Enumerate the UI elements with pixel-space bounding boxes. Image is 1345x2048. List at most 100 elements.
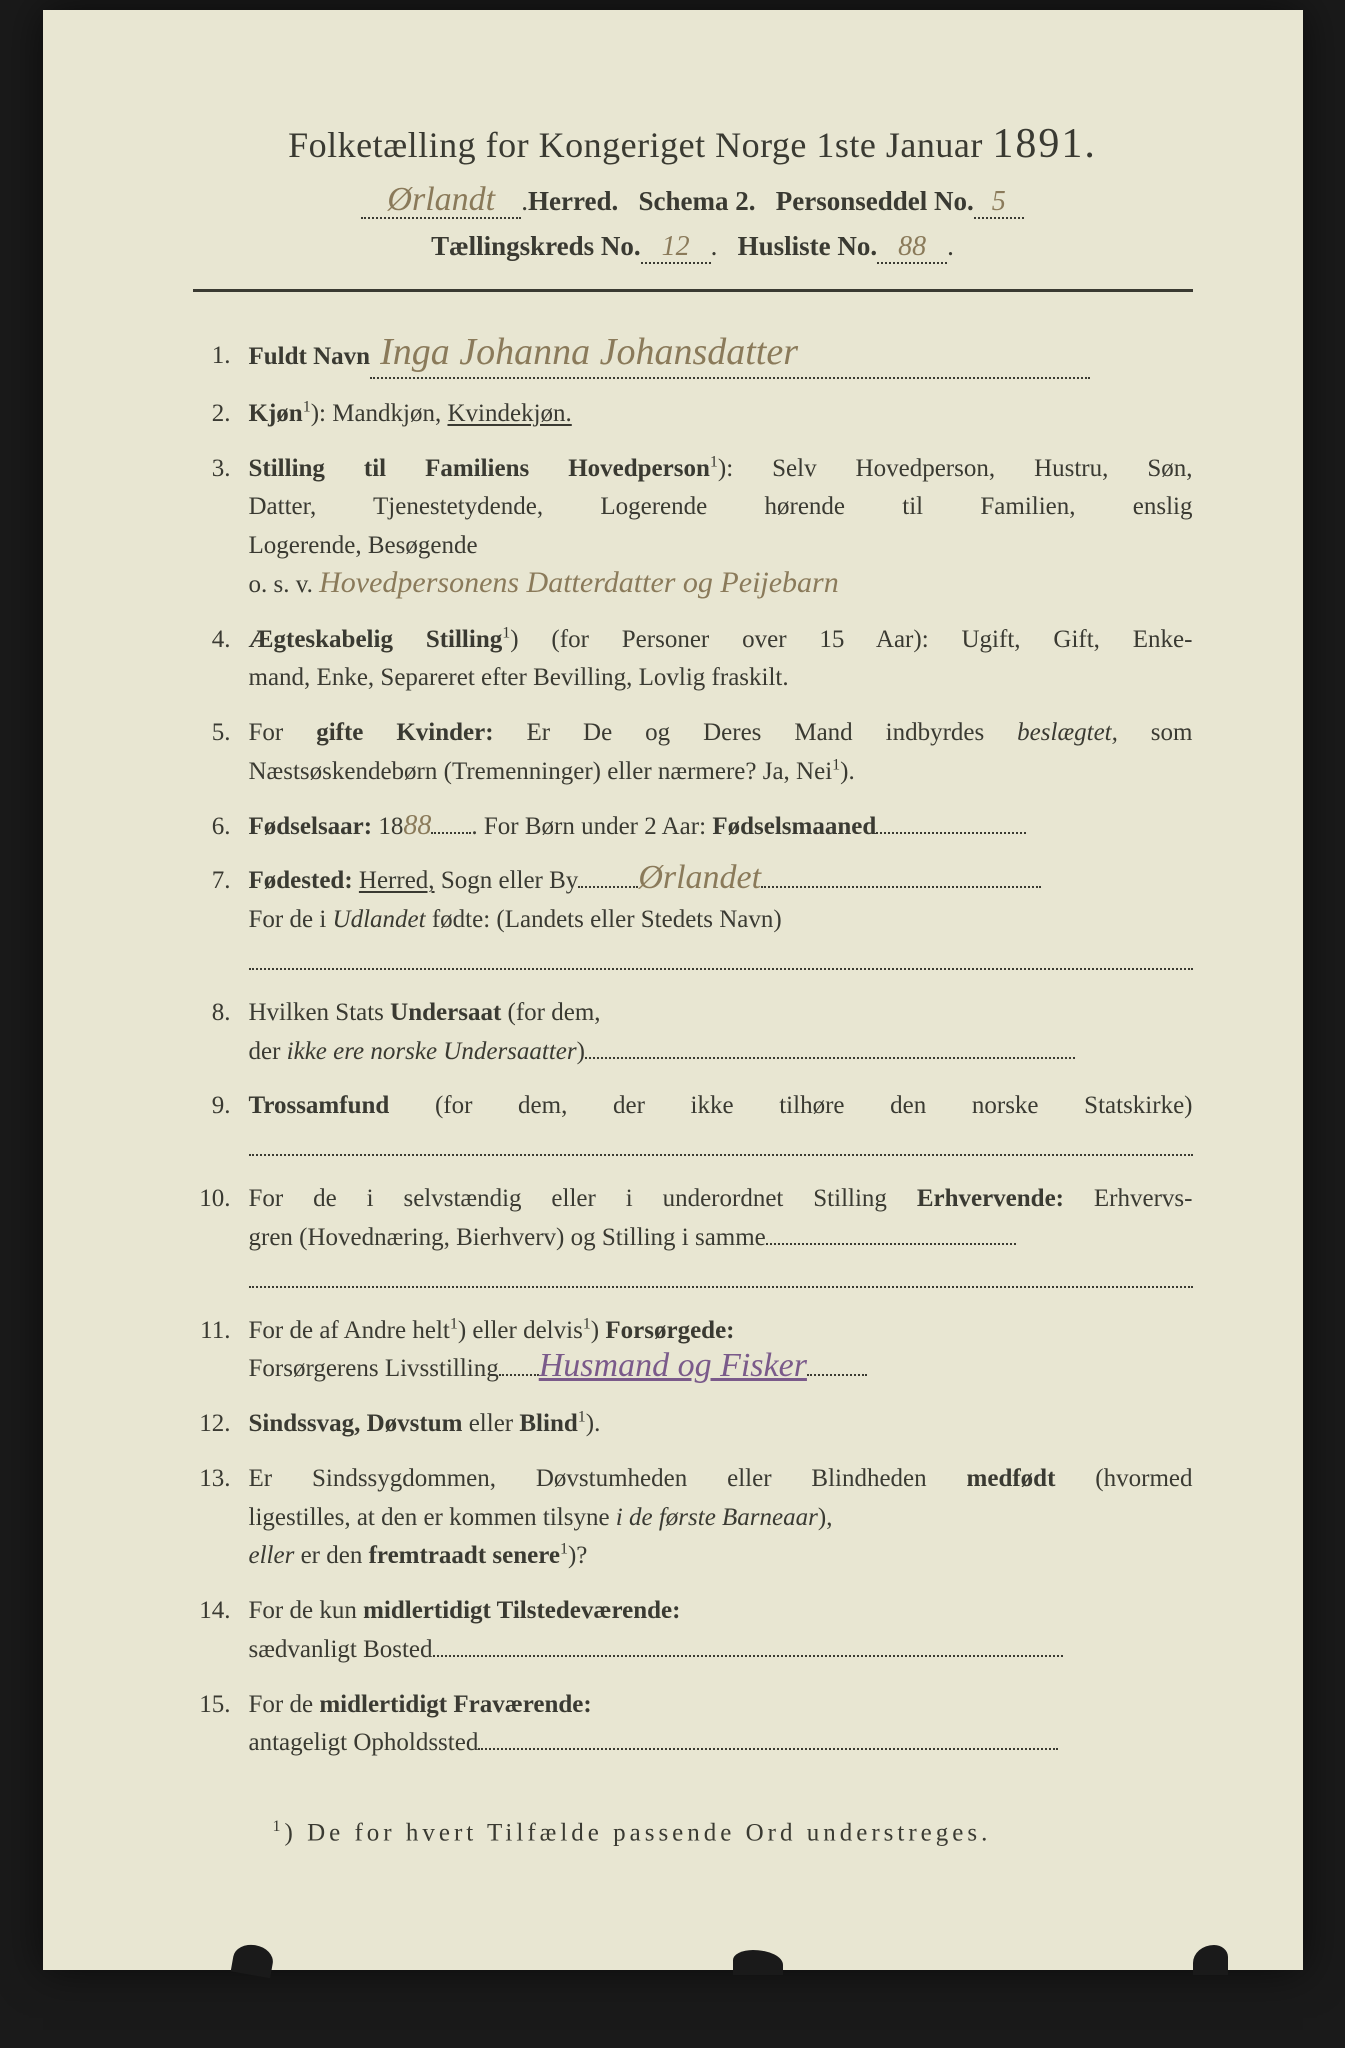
item-2: 2. Kjøn1): Mandkjøn, Kvindekjøn. bbox=[193, 395, 1193, 434]
dots2 bbox=[761, 886, 1041, 888]
rest: ) bbox=[591, 1317, 606, 1344]
line2-wrap: der ikke ere norske Undersaatter) bbox=[249, 1033, 1193, 1072]
blank-line bbox=[249, 948, 1193, 970]
label: Forsørgede: bbox=[605, 1317, 734, 1344]
item-6: 6. Fødselsaar: 1888. For Børn under 2 Aa… bbox=[193, 808, 1193, 847]
label: midlertidigt Tilstedeværende: bbox=[363, 1597, 680, 1624]
item-body: Ægteskabelig Stilling1) (for Personer ov… bbox=[249, 621, 1193, 699]
label2: Fødselsmaaned bbox=[712, 813, 876, 840]
line3-wrap: eller er den fremtraadt senere1)? bbox=[249, 1537, 1193, 1576]
pre: For bbox=[249, 719, 317, 746]
label: Ægteskabelig Stilling bbox=[249, 626, 503, 653]
line2-wrap: For de i Udlandet fødte: (Landets eller … bbox=[249, 901, 1193, 940]
rest: (for dem, der ikke tilhøre den norske St… bbox=[389, 1092, 1192, 1119]
rest: Erhvervs- bbox=[1064, 1185, 1192, 1212]
label: Erhvervende: bbox=[917, 1185, 1064, 1212]
kreds-hw: 12 bbox=[662, 236, 690, 258]
item-num: 3. bbox=[193, 450, 249, 605]
herred-handwriting: Ørlandt bbox=[387, 186, 495, 213]
line2-rest: fødte: (Landets eller Stedets Navn) bbox=[426, 906, 782, 933]
name-field: Inga Johanna Johansdatter bbox=[370, 337, 1090, 379]
item-num: 2. bbox=[193, 395, 249, 434]
item-3: 3. Stilling til Familiens Hovedperson1):… bbox=[193, 450, 1193, 605]
tail2: ). bbox=[840, 758, 855, 785]
husliste-hw: 88 bbox=[898, 236, 926, 258]
sup2: 1 bbox=[832, 756, 840, 773]
pre: Er Sindssygdommen, Døvstumheden eller Bl… bbox=[249, 1465, 967, 1492]
herred-label: .Herred. bbox=[521, 186, 618, 216]
husliste-label: Husliste No. bbox=[738, 231, 878, 261]
herred-field: Ørlandt bbox=[361, 186, 521, 219]
sup2: 1 bbox=[583, 1315, 591, 1332]
item-4: 4. Ægteskabelig Stilling1) (for Personer… bbox=[193, 621, 1193, 699]
footnote-sup: 1 bbox=[273, 1818, 285, 1835]
husliste-field: 88 bbox=[877, 231, 947, 264]
census-form-page: Folketælling for Kongeriget Norge 1ste J… bbox=[43, 10, 1303, 1970]
year-dots bbox=[431, 832, 471, 834]
label: Fødselsaar: bbox=[249, 813, 373, 840]
line2-italic: Udlandet bbox=[333, 906, 426, 933]
line2-pre: der bbox=[249, 1038, 287, 1065]
year-prefix: 18 bbox=[372, 813, 403, 840]
item-7: 7. Fødested: Herred, Sogn eller ByØrland… bbox=[193, 862, 1193, 978]
birthplace-hw: Ørlandet bbox=[638, 864, 761, 891]
item-num: 15. bbox=[193, 1686, 249, 1764]
line2-wrap: gren (Hovednæring, Bierhverv) og Stillin… bbox=[249, 1219, 1193, 1258]
mid: . For Børn under 2 Aar: bbox=[471, 813, 712, 840]
personseddel-field: 5 bbox=[974, 186, 1024, 219]
line2-wrap: ligestilles, at den er kommen tilsyne i … bbox=[249, 1499, 1193, 1538]
item-num: 8. bbox=[193, 994, 249, 1072]
line2-pre: ligestilles, at den er kommen tilsyne bbox=[249, 1504, 616, 1531]
label: Trossamfund bbox=[249, 1092, 390, 1119]
dots bbox=[766, 1243, 1016, 1245]
line2-wrap: sædvanligt Bosted bbox=[249, 1631, 1193, 1670]
label: Fuldt Navn bbox=[249, 343, 371, 370]
line2-rest: ), bbox=[818, 1504, 833, 1531]
footnote-text: ) De for hvert Tilfælde passende Ord und… bbox=[285, 1819, 992, 1846]
footnote: 1) De for hvert Tilfælde passende Ord un… bbox=[193, 1818, 1193, 1847]
line2-wrap: antageligt Opholdssted bbox=[249, 1724, 1193, 1763]
line2-pre: For de i bbox=[249, 906, 333, 933]
title-year: 1891. bbox=[992, 121, 1097, 167]
item-body: Fødselsaar: 1888. For Børn under 2 Aar: … bbox=[249, 808, 1193, 847]
item-5: 5. For gifte Kvinder: Er De og Deres Man… bbox=[193, 714, 1193, 792]
line2: mand, Enke, Separeret efter Bevilling, L… bbox=[249, 659, 1193, 698]
label: gifte Kvinder: bbox=[316, 719, 493, 746]
line2: sædvanligt Bosted bbox=[249, 1636, 433, 1663]
tail: ). bbox=[586, 1410, 601, 1437]
page-tear bbox=[230, 1942, 275, 1978]
line2-italic: i de første Barneaar bbox=[616, 1504, 818, 1531]
item-num: 9. bbox=[193, 1087, 249, 1164]
blank-line bbox=[249, 1134, 1193, 1156]
item-num: 11. bbox=[193, 1312, 249, 1390]
item-1: 1. Fuldt Navn Inga Johanna Johansdatter bbox=[193, 337, 1193, 379]
rest: Sogn eller By bbox=[435, 867, 579, 894]
item-body: Er Sindssygdommen, Døvstumheden eller Bl… bbox=[249, 1460, 1193, 1576]
name-hw: Inga Johanna Johansdatter bbox=[380, 337, 798, 367]
line2-wrap: Næstsøskendebørn (Tremenninger) eller næ… bbox=[249, 753, 1193, 792]
item-num: 12. bbox=[193, 1405, 249, 1444]
item-body: Trossamfund (for dem, der ikke tilhøre d… bbox=[249, 1087, 1193, 1164]
item-body: For de midlertidigt Fraværende: antageli… bbox=[249, 1686, 1193, 1764]
line2-wrap: Forsørgerens LivsstillingHusmand og Fisk… bbox=[249, 1350, 1193, 1389]
line2: gren (Hovednæring, Bierhverv) og Stillin… bbox=[249, 1224, 766, 1251]
item-num: 1. bbox=[193, 337, 249, 379]
dots1 bbox=[499, 1374, 539, 1376]
line3-tail: )? bbox=[568, 1542, 587, 1569]
dots bbox=[585, 1057, 1075, 1059]
form-header: Folketælling for Kongeriget Norge 1ste J… bbox=[193, 120, 1193, 264]
relation-hw: Hovedpersonens Datterdatter og Peijebarn bbox=[319, 571, 839, 595]
sup: 1 bbox=[710, 453, 718, 470]
item-body: Kjøn1): Mandkjøn, Kvindekjøn. bbox=[249, 395, 1193, 434]
label: Kjøn bbox=[249, 400, 303, 427]
item-body: For de i selvstændig eller i underordnet… bbox=[249, 1180, 1193, 1296]
line3-bold: fremtraadt senere bbox=[369, 1542, 560, 1569]
item-8: 8. Hvilken Stats Undersaat (for dem, der… bbox=[193, 994, 1193, 1072]
line3: Logerende, Besøgende bbox=[249, 527, 1193, 566]
item-num: 7. bbox=[193, 862, 249, 978]
rest: ) (for Personer over 15 Aar): Ugift, Gif… bbox=[510, 626, 1192, 653]
dots2 bbox=[807, 1374, 867, 1376]
item-num: 10. bbox=[193, 1180, 249, 1296]
item-num: 6. bbox=[193, 808, 249, 847]
item-num: 13. bbox=[193, 1460, 249, 1576]
